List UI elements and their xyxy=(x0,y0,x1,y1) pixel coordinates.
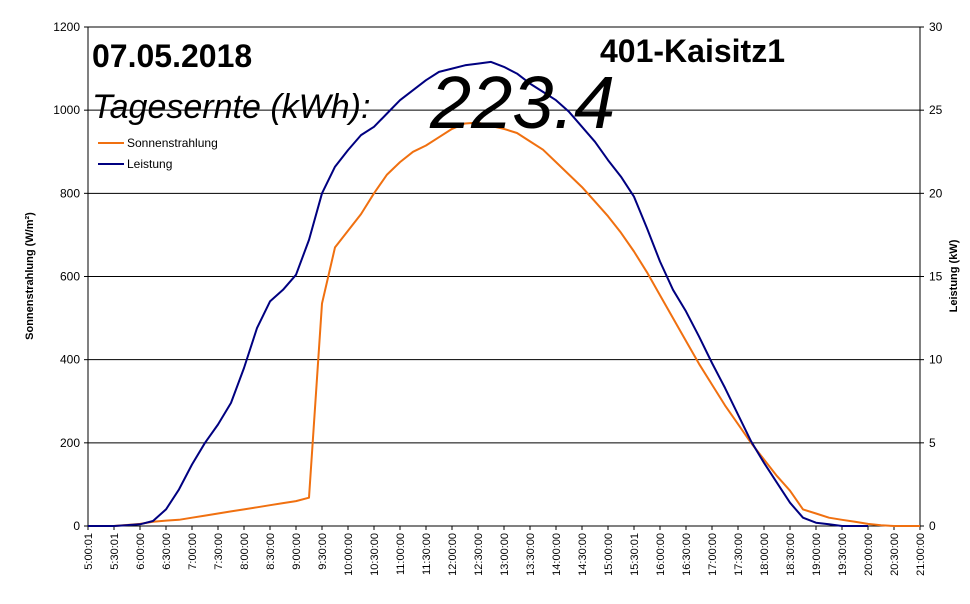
right-tick-label: 0 xyxy=(929,519,936,533)
right-tick-label: 10 xyxy=(929,353,943,367)
legend-label-sonnenstrahlung: Sonnenstrahlung xyxy=(127,136,218,150)
left-tick-label: 0 xyxy=(73,519,80,533)
x-tick-label: 16:30:00 xyxy=(681,533,693,576)
right-tick-label: 30 xyxy=(929,20,943,34)
x-tick-label: 17:30:00 xyxy=(733,533,745,576)
left-tick-label: 200 xyxy=(60,436,80,450)
x-tick-label: 11:00:00 xyxy=(395,533,407,575)
legend-label-leistung: Leistung xyxy=(127,157,172,171)
yield-value: 223.4 xyxy=(429,61,615,144)
x-tick-label: 7:00:00 xyxy=(187,533,199,570)
x-tick-label: 10:00:00 xyxy=(343,533,355,576)
x-tick-label: 21:00:00 xyxy=(915,533,927,576)
x-tick-label: 13:30:00 xyxy=(525,533,537,576)
right-tick-label: 25 xyxy=(929,103,943,117)
date-label: 07.05.2018 xyxy=(92,38,252,74)
x-tick-label: 5:00:01 xyxy=(83,533,95,570)
x-tick-label: 11:30:00 xyxy=(421,533,433,575)
plant-name: 401-Kaisitz1 xyxy=(600,33,785,69)
left-tick-label: 400 xyxy=(60,353,80,367)
legend: Sonnenstrahlung Leistung xyxy=(98,136,218,171)
left-tick-label: 600 xyxy=(60,270,80,284)
x-tick-label: 19:30:00 xyxy=(837,533,849,576)
left-axis-ticks: 0 200 400 600 800 1000 1200 xyxy=(53,20,88,533)
x-tick-label: 5:30:01 xyxy=(109,533,121,570)
x-tick-label: 6:00:00 xyxy=(135,533,147,570)
right-tick-label: 15 xyxy=(929,270,943,284)
x-axis-ticks: 5:00:01 5:30:01 6:00:00 6:30:00 7:00:00 7:30:… xyxy=(83,526,927,576)
x-tick-label: 15:30:01 xyxy=(629,533,641,576)
yield-label: Tagesernte (kWh): xyxy=(92,88,370,126)
right-axis-title: Leistung (kW) xyxy=(948,239,960,312)
left-tick-label: 1000 xyxy=(53,103,80,117)
x-tick-label: 18:30:00 xyxy=(785,533,797,576)
x-tick-label: 16:00:00 xyxy=(655,533,667,576)
x-tick-label: 10:30:00 xyxy=(369,533,381,576)
x-tick-label: 14:30:00 xyxy=(577,533,589,576)
right-axis-ticks: 0 5 10 15 20 25 30 xyxy=(920,20,943,533)
x-tick-label: 12:30:00 xyxy=(473,533,485,576)
x-tick-label: 7:30:00 xyxy=(213,533,225,570)
right-tick-label: 20 xyxy=(929,186,943,200)
series-line-sonnenstrahlung xyxy=(88,121,920,527)
x-tick-label: 6:30:00 xyxy=(161,533,173,570)
x-tick-label: 18:00:00 xyxy=(759,533,771,576)
x-tick-label: 8:00:00 xyxy=(239,533,251,570)
x-tick-label: 9:00:00 xyxy=(291,533,303,570)
x-tick-label: 19:00:00 xyxy=(811,533,823,576)
x-tick-label: 12:00:00 xyxy=(447,533,459,576)
x-tick-label: 20:30:00 xyxy=(889,533,901,576)
x-tick-label: 9:30:00 xyxy=(317,533,329,570)
right-tick-label: 5 xyxy=(929,436,936,450)
x-tick-label: 15:00:00 xyxy=(603,533,615,576)
left-tick-label: 800 xyxy=(60,186,80,200)
x-tick-label: 17:00:00 xyxy=(707,533,719,576)
left-tick-label: 1200 xyxy=(53,20,80,34)
x-tick-label: 13:00:00 xyxy=(499,533,511,576)
series-line-leistung xyxy=(88,60,868,527)
left-axis-title: Sonnenstrahlung (W/m²) xyxy=(24,212,36,340)
x-tick-label: 20:00:00 xyxy=(863,533,875,576)
series-layer xyxy=(88,60,920,527)
x-tick-label: 8:30:00 xyxy=(265,533,277,570)
x-tick-label: 14:00:00 xyxy=(551,533,563,576)
